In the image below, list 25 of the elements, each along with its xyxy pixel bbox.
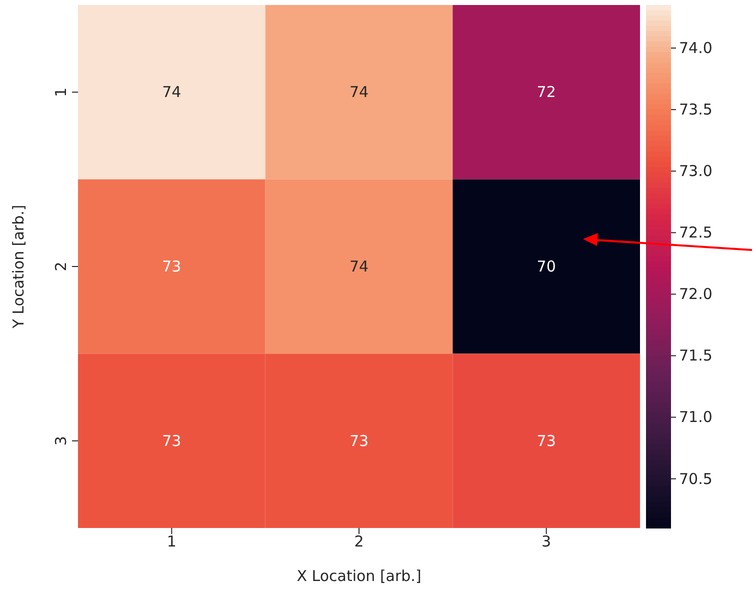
y-tick-label: 3 [52, 436, 70, 446]
data-label: 73 [349, 432, 369, 450]
color-bar-label: 73.5 [679, 100, 712, 119]
data-label: 73 [536, 432, 556, 450]
y-axis-title: Y Location [arb.] [9, 204, 28, 330]
data-label: 72 [536, 83, 556, 102]
x-tick-label: 1 [166, 532, 176, 551]
color-bar-label: 72.5 [679, 224, 712, 242]
data-label: 74 [349, 258, 369, 276]
color-bar-label: 73.0 [679, 162, 712, 180]
color-bar-label: 72.0 [679, 285, 712, 304]
x-tick-label: 2 [354, 532, 364, 551]
color-bar-label: 74.0 [679, 39, 712, 58]
y-tick-label: 1 [52, 87, 70, 97]
y-tick-label: 2 [52, 262, 70, 272]
data-label: 73 [162, 258, 182, 276]
x-tick-label: 3 [542, 532, 552, 551]
color-bar-label: 70.5 [679, 470, 712, 488]
data-label: 74 [349, 83, 369, 102]
data-label: 73 [162, 432, 182, 450]
color-bar-label: 71.5 [679, 346, 712, 365]
data-label: 74 [162, 83, 182, 102]
data-label: 70 [536, 258, 556, 276]
x-axis-title: X Location [arb.] [296, 567, 422, 585]
color-bar-label: 71.0 [679, 408, 712, 426]
